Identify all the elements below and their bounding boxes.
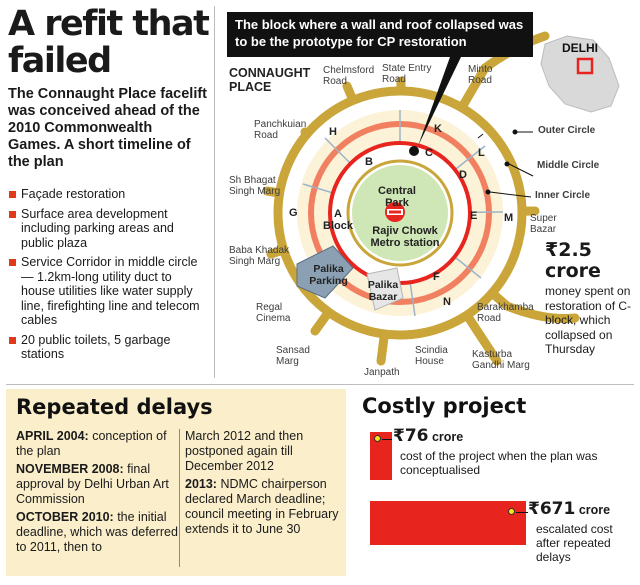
block-letter-e: E: [470, 210, 478, 222]
cost-desc-escalated: escalated cost after repeated delays: [536, 522, 613, 564]
road-label-sansad: Sansad Marg: [276, 345, 310, 367]
middle-circle-label: Middle Circle: [537, 160, 600, 171]
block-letter-f: F: [433, 271, 440, 283]
connaught-place-map: Outer Circle Middle Circle Inner Circle …: [215, 6, 640, 381]
block-letter-c: C: [425, 147, 433, 159]
inner-circle-label: Inner Circle: [535, 190, 591, 201]
delays-column-1: APRIL 2004: conception of the plan NOVEM…: [16, 429, 181, 558]
road-label-kasturba: Kasturba Gandhi Marg: [472, 349, 530, 371]
cost-amount-escalated: ₹671 crore: [528, 499, 611, 519]
road-label-regal: Regal Cinema: [256, 302, 291, 324]
callout-pointer: [418, 57, 461, 146]
map-heading: CONNAUGHT PLACE: [229, 66, 311, 94]
road-label-panchkuian: Panchkuian Road: [254, 119, 307, 141]
callout-box: The block where a wall and roof collapse…: [227, 12, 533, 57]
cost-desc-initial: cost of the project when the plan was co…: [400, 449, 598, 477]
intro-text: The Connaught Place facelift was conceiv…: [8, 86, 207, 170]
c-block-marker: [409, 146, 419, 156]
palika-parking-label: Palika Parking: [309, 263, 348, 287]
list-item: Surface area development including parki…: [8, 207, 208, 251]
column-divider: [179, 429, 180, 567]
cost-bar-escalated: [370, 501, 526, 545]
timeline-entry: OCTOBER 2010: the initial deadline, whic…: [16, 510, 178, 554]
delhi-label: DELHI: [562, 41, 598, 55]
cost-stat-amount: ₹2.5 crore: [545, 239, 601, 282]
block-letter-g: G: [289, 207, 298, 219]
road-label-chelmsford: Chelmsford Road: [323, 65, 375, 87]
costly-heading: Costly project: [362, 394, 527, 418]
palika-bazar-label: Palika Bazar: [367, 279, 399, 303]
timeline-entry: 2013: NDMC chairperson declared March de…: [185, 477, 339, 536]
road-label-minto: Minto Road: [468, 64, 493, 86]
block-letter-l: L: [478, 147, 485, 159]
block-letter-n: N: [443, 296, 451, 308]
block-letter-h: H: [329, 126, 337, 138]
a-block-label: A Block: [323, 208, 353, 232]
road-label-state-entry: State Entry Road: [382, 63, 432, 85]
cost-stat: ₹2.5 crore money spent on restoration of…: [545, 240, 640, 357]
road-label-scindia: Scindia House: [415, 345, 448, 367]
timeline-entry: NOVEMBER 2008: final approval by Delhi U…: [16, 462, 169, 506]
bullet-icon: [9, 191, 16, 198]
list-item: Service Corridor in middle circle — 1.2k…: [8, 255, 208, 328]
horizontal-divider: [6, 384, 634, 385]
road-label-sh-bhagat: Sh Bhagat Singh Marg: [229, 175, 281, 197]
bullet-icon: [9, 336, 16, 344]
block-letter-d: D: [459, 169, 467, 181]
delays-column-2: March 2012 and then postponed again till…: [185, 429, 341, 540]
road-label-baba-khadak: Baba Khadak Singh Marg: [229, 245, 290, 267]
costly-project-panel: Costly project ₹76 crore cost of the pro…: [362, 392, 636, 578]
bullet-icon: [9, 259, 16, 266]
repeated-delays-panel: Repeated delays APRIL 2004: conception o…: [6, 389, 346, 576]
road-label-barakhamba: Barakhamba Road: [477, 302, 534, 324]
vertical-divider: [214, 6, 215, 378]
delays-heading: Repeated delays: [16, 395, 213, 419]
circle-pointers: [477, 131, 534, 198]
bar-dot-icon: [508, 508, 515, 515]
page-title: A refit that failed: [8, 4, 210, 81]
metro-station-label: Rajiv Chowk Metro station: [370, 225, 440, 249]
delhi-marker: [576, 57, 594, 75]
map-graphic: [262, 31, 620, 366]
cost-amount-initial: ₹76 crore: [393, 426, 464, 446]
list-item: Façade restoration: [8, 187, 208, 202]
timeline-entry: APRIL 2004: conception of the plan: [16, 429, 167, 458]
palika-bazar-area: [366, 267, 404, 311]
block-letter-m: M: [504, 212, 514, 224]
outer-circle-label: Outer Circle: [538, 125, 596, 136]
road-label-super-bazar: Super Bazar: [530, 213, 557, 235]
bar-dot-icon: [374, 435, 381, 442]
road-label-janpath: Janpath: [364, 367, 400, 378]
palika-parking-area: [296, 245, 354, 299]
block-letter-b: B: [365, 156, 373, 168]
central-park-label: Central Park: [378, 185, 416, 209]
cost-stat-text: money spent on restoration of C-block, w…: [545, 284, 632, 356]
block-letter-k: K: [434, 123, 442, 135]
plan-list: Façade restoration Surface area developm…: [8, 187, 208, 367]
timeline-continued: March 2012 and then postponed again till…: [185, 429, 304, 473]
road-barakhamba-ext: [502, 301, 580, 323]
bullet-icon: [9, 210, 16, 218]
list-item: 20 public toilets, 5 garbage stations: [8, 333, 208, 362]
cost-bar-initial: [370, 432, 392, 480]
